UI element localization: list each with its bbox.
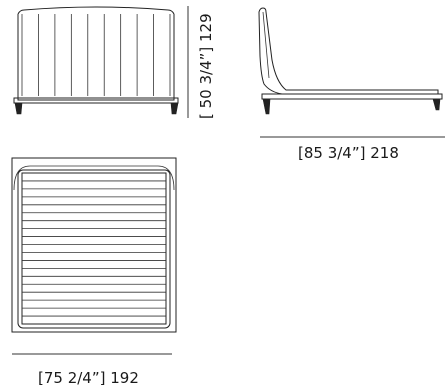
side-view-base-rail — [261, 93, 443, 100]
front-view-legs — [14, 102, 179, 115]
top-view-headboard — [13, 165, 175, 191]
top-view-mattress-frame — [17, 169, 171, 329]
length-dimension: [85 3/4”] 218 — [260, 136, 445, 162]
side-view — [258, 7, 443, 115]
width-dimension-label: [75 2/4”] 192 — [38, 369, 139, 387]
mattress-slats — [22, 180, 166, 317]
height-dimension-label: [ 50 3/4”] 129 — [197, 13, 215, 119]
top-view — [11, 157, 177, 333]
front-left-leg — [14, 102, 23, 115]
top-view-mattress — [21, 172, 167, 325]
width-dimension: [75 2/4”] 192 — [12, 353, 172, 387]
top-view-frame — [11, 157, 177, 333]
front-view — [13, 6, 179, 115]
headboard-panels — [38, 14, 154, 96]
side-front-leg — [432, 98, 441, 111]
length-dimension-label: [85 3/4”] 218 — [298, 144, 399, 162]
height-dimension: [ 50 3/4”] 129 — [187, 6, 215, 119]
side-rear-leg — [262, 98, 271, 115]
front-right-leg — [170, 102, 179, 115]
side-view-headboard — [258, 7, 439, 95]
